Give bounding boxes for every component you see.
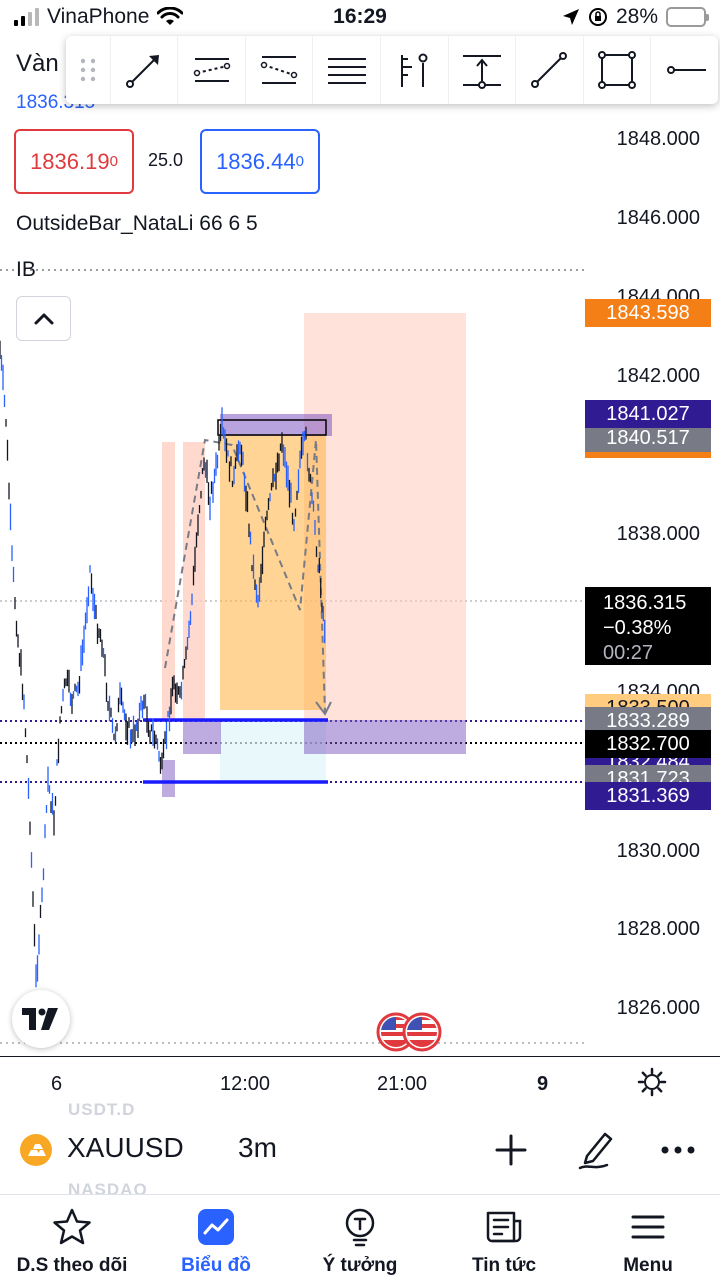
drag-handle-icon[interactable] — [66, 36, 110, 104]
bottom-navigation: D.S theo dõi Biểu đồ Ý tưởng Tin tức Men… — [0, 1194, 720, 1280]
tradingview-logo[interactable] — [12, 990, 70, 1048]
tradingview-logo-icon — [22, 1008, 58, 1030]
price-range-icon[interactable] — [447, 36, 516, 104]
more-options-icon[interactable] — [656, 1128, 700, 1172]
buy-button[interactable]: 1836.44 0 — [200, 129, 320, 194]
symbol-description[interactable]: Vàn — [16, 50, 59, 77]
time-axis[interactable]: 6 12:00 21:00 9 — [0, 1056, 720, 1106]
price-axis-tick: 1846.000 — [616, 207, 700, 229]
time-axis-label: 9 — [537, 1073, 549, 1095]
collapse-legend-button[interactable] — [16, 296, 71, 341]
clock: 16:29 — [333, 5, 387, 28]
price-label-indigo-top[interactable]: 1841.027 — [585, 400, 711, 428]
stop-zone-purple-small — [162, 760, 175, 797]
price-label-indigo-low[interactable]: 1831.369 — [585, 782, 711, 810]
battery-icon — [666, 7, 709, 27]
projection-arrowhead — [315, 701, 332, 716]
ghost-symbol-above: USDT.D — [68, 1100, 136, 1119]
signal-icon — [14, 8, 39, 26]
nav-chart[interactable]: Biểu đồ — [144, 1195, 288, 1280]
menu-icon — [628, 1207, 668, 1247]
horizontal-lines-icon[interactable] — [312, 36, 380, 104]
add-indicator-plus-icon[interactable] — [489, 1128, 533, 1172]
nav-label: Ý tưởng — [322, 1255, 398, 1276]
drawing-toolbar — [66, 36, 718, 104]
price-label-black[interactable]: 1832.700 — [585, 730, 711, 758]
nav-news[interactable]: Tin tức — [432, 1195, 576, 1280]
target-zone-left — [162, 442, 175, 720]
gold-symbol-icon — [20, 1134, 52, 1166]
candle-series — [0, 340, 326, 988]
regression-trend-icon[interactable] — [244, 36, 313, 104]
location-icon — [562, 9, 579, 25]
target-zone-large — [304, 313, 466, 720]
stop-zone-purple-right — [304, 720, 466, 754]
wifi-icon — [157, 7, 184, 25]
indicator-legend-ib[interactable]: IB — [16, 258, 36, 281]
time-axis-label: 21:00 — [377, 1073, 428, 1095]
long-position-icon[interactable] — [380, 36, 448, 104]
price-axis-tick: 1842.000 — [616, 365, 700, 387]
price-label-gray-top[interactable]: 1840.517 — [585, 424, 711, 452]
trend-line-icon[interactable] — [109, 36, 178, 104]
current-change: −0.38% — [603, 617, 672, 639]
price-axis-tick: 1830.000 — [616, 840, 700, 862]
rectangle-icon[interactable] — [582, 36, 651, 104]
sell-price-pip: 0 — [109, 153, 118, 170]
price-axis-tick: 1826.000 — [616, 997, 700, 1019]
bar-countdown: 00:27 — [603, 642, 654, 664]
nav-label: Biểu đồ — [181, 1255, 251, 1276]
parallel-channel-icon[interactable] — [177, 36, 245, 104]
sell-price: 1836.19 — [30, 148, 110, 174]
news-icon — [484, 1207, 524, 1247]
symbol-search-button[interactable]: XAUUSD — [67, 1132, 184, 1163]
stop-zone-purple-left — [183, 720, 221, 754]
interval-button[interactable]: 3m — [238, 1132, 277, 1163]
battery-percent: 28% — [615, 5, 658, 28]
price-chart[interactable] — [0, 0, 720, 1056]
sell-button[interactable]: 1836.19 0 — [14, 129, 134, 194]
current-price-label[interactable]: 1836.315 −0.38% 00:27 — [585, 587, 711, 665]
star-icon — [52, 1207, 92, 1247]
buy-price: 1836.44 — [216, 148, 296, 174]
price-axis-tick: 1848.000 — [616, 128, 700, 150]
buy-price-pip: 0 — [295, 153, 304, 170]
nav-label: Menu — [623, 1255, 673, 1276]
nav-menu[interactable]: Menu — [576, 1195, 720, 1280]
status-bar: VinaPhone 16:29 28% — [0, 0, 720, 36]
top-box-outline — [217, 419, 327, 436]
drawing-pen-icon[interactable] — [574, 1128, 618, 1172]
nav-watchlist[interactable]: D.S theo dõi — [0, 1195, 144, 1280]
nav-label: D.S theo dõi — [16, 1255, 128, 1276]
line-segment-icon[interactable] — [515, 36, 583, 104]
horizontal-ray-icon[interactable] — [650, 36, 718, 104]
price-label-orange[interactable]: 1843.598 — [585, 299, 711, 327]
chart-icon — [196, 1207, 236, 1247]
price-axis-tick: 1838.000 — [616, 523, 700, 545]
price-axis-tick: 1828.000 — [616, 918, 700, 940]
time-axis-label: 12:00 — [220, 1073, 271, 1095]
nav-label: Tin tức — [471, 1255, 537, 1276]
nav-ideas[interactable]: Ý tưởng — [288, 1195, 432, 1280]
chart-settings-gear-icon[interactable] — [637, 1067, 667, 1097]
lightbulb-icon — [340, 1207, 380, 1247]
chevron-up-icon — [34, 313, 53, 324]
top-box-purple — [220, 414, 332, 436]
spread-value: 25.0 — [148, 150, 184, 170]
carrier-name: VinaPhone — [47, 5, 150, 28]
time-axis-label: 6 — [51, 1073, 63, 1095]
current-price: 1836.315 — [603, 592, 687, 614]
symbol-toolbar: USDT.D NASDAQ XAUUSD 3m — [0, 1100, 720, 1199]
indicator-legend-outsidebar[interactable]: OutsideBar_NataLi 66 6 5 — [16, 212, 258, 235]
rotation-lock-icon — [588, 8, 607, 26]
economic-event-flags-icon[interactable] — [376, 1012, 444, 1052]
